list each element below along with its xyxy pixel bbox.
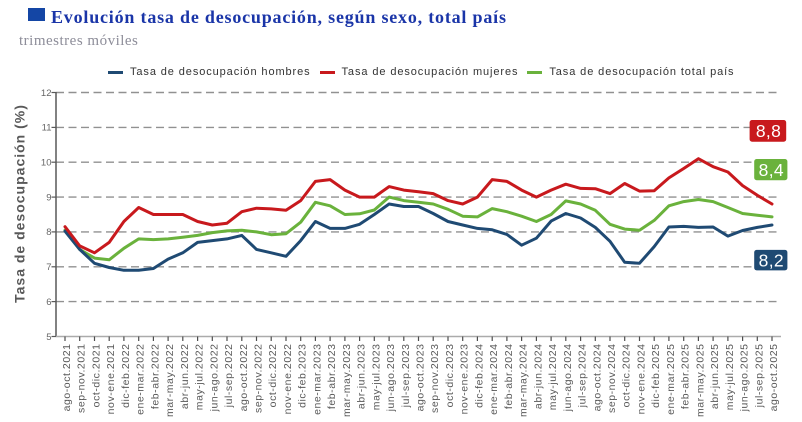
svg-text:jul-sep.2025: jul-sep.2025 [753, 344, 765, 409]
svg-text:oct-dic.2021: oct-dic.2021 [91, 344, 103, 408]
svg-text:8: 8 [46, 227, 51, 238]
svg-text:jul-sep.2024: jul-sep.2024 [577, 344, 589, 409]
svg-text:ago-oct.2024: ago-oct.2024 [591, 344, 603, 412]
svg-text:oct-dic.2024: oct-dic.2024 [621, 344, 633, 408]
svg-text:abr-jun.2023: abr-jun.2023 [356, 344, 368, 410]
svg-text:abr-jun.2024: abr-jun.2024 [532, 344, 544, 410]
svg-text:abr-jun.2022: abr-jun.2022 [179, 344, 191, 410]
svg-text:sep-nov.2021: sep-nov.2021 [76, 344, 88, 413]
svg-text:5: 5 [46, 332, 51, 343]
svg-text:ene-mar.2022: ene-mar.2022 [135, 344, 147, 415]
svg-text:ene-mar.2024: ene-mar.2024 [488, 344, 500, 415]
svg-text:mar-may.2023: mar-may.2023 [341, 344, 353, 418]
svg-text:may-jul.2024: may-jul.2024 [547, 344, 559, 411]
svg-text:jun-ago.2023: jun-ago.2023 [385, 344, 397, 413]
svg-text:feb-abr.2022: feb-abr.2022 [149, 344, 161, 410]
svg-text:jul-sep.2022: jul-sep.2022 [223, 344, 235, 409]
svg-text:8,8: 8,8 [756, 121, 781, 141]
svg-text:10: 10 [41, 158, 52, 169]
svg-text:6: 6 [46, 297, 51, 308]
svg-text:7: 7 [46, 262, 51, 273]
svg-text:11: 11 [42, 123, 52, 134]
svg-text:ago-oct.2022: ago-oct.2022 [238, 344, 250, 412]
svg-text:ago-oct.2023: ago-oct.2023 [415, 344, 427, 412]
svg-text:ene-mar.2025: ene-mar.2025 [665, 344, 677, 415]
svg-text:sep-nov.2022: sep-nov.2022 [253, 344, 265, 413]
svg-text:dic-feb.2025: dic-feb.2025 [650, 344, 662, 408]
svg-text:mar-may.2022: mar-may.2022 [164, 344, 176, 418]
svg-text:9: 9 [46, 192, 51, 203]
svg-text:abr-jun.2025: abr-jun.2025 [709, 344, 721, 410]
svg-text:nov-ene.2022: nov-ene.2022 [282, 344, 294, 415]
svg-text:mar-may.2025: mar-may.2025 [694, 344, 706, 418]
svg-text:nov-ene.2024: nov-ene.2024 [636, 344, 648, 415]
svg-text:may-jul.2023: may-jul.2023 [370, 344, 382, 411]
svg-text:nov-ene.2021: nov-ene.2021 [105, 344, 117, 415]
svg-text:jun-ago.2022: jun-ago.2022 [208, 344, 220, 413]
svg-text:ene-mar.2023: ene-mar.2023 [311, 344, 323, 415]
svg-text:dic-feb.2023: dic-feb.2023 [297, 344, 309, 408]
svg-text:mar-may.2024: mar-may.2024 [518, 344, 530, 418]
svg-text:ago-oct.2021: ago-oct.2021 [61, 344, 73, 412]
svg-text:oct-dic.2023: oct-dic.2023 [444, 344, 456, 408]
svg-text:feb-abr.2023: feb-abr.2023 [326, 344, 338, 410]
svg-text:jun-ago.2024: jun-ago.2024 [562, 344, 574, 413]
svg-text:12: 12 [41, 88, 52, 99]
svg-text:8,2: 8,2 [759, 251, 784, 271]
svg-text:feb-abr.2025: feb-abr.2025 [680, 344, 692, 410]
svg-text:sep-nov.2023: sep-nov.2023 [429, 344, 441, 413]
svg-text:sep-nov.2024: sep-nov.2024 [606, 344, 618, 413]
svg-text:nov-ene.2023: nov-ene.2023 [459, 344, 471, 415]
svg-text:jul-sep.2023: jul-sep.2023 [400, 344, 412, 409]
svg-text:dic-feb.2022: dic-feb.2022 [120, 344, 132, 408]
svg-text:jun-ago.2025: jun-ago.2025 [739, 344, 751, 413]
svg-text:dic-feb.2024: dic-feb.2024 [473, 344, 485, 408]
svg-text:ago-oct.2025: ago-oct.2025 [768, 344, 780, 412]
svg-text:may-jul.2022: may-jul.2022 [194, 344, 206, 411]
svg-text:may-jul.2025: may-jul.2025 [724, 344, 736, 411]
svg-text:8,4: 8,4 [759, 160, 784, 180]
svg-text:feb-abr.2024: feb-abr.2024 [503, 344, 515, 410]
svg-text:Tasa de desocupación (%): Tasa de desocupación (%) [12, 104, 28, 303]
svg-text:oct-dic.2022: oct-dic.2022 [267, 344, 279, 408]
